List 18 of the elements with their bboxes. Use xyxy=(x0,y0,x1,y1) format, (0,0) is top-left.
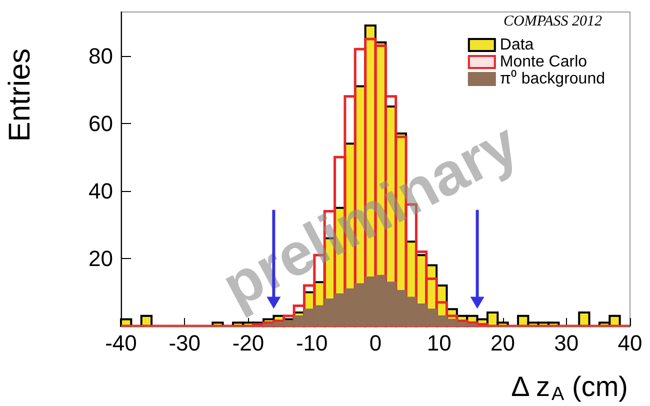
legend-label: π⁰ background xyxy=(500,70,606,88)
x-tick-label: 30 xyxy=(554,330,579,356)
x-tick-label: -10 xyxy=(296,330,328,356)
x-tick-label: 40 xyxy=(618,330,642,356)
x-tick-label: 10 xyxy=(426,330,452,356)
y-axis-title: Entries xyxy=(4,48,36,142)
y-tick-label: 20 xyxy=(88,246,113,271)
x-tick-label: -40 xyxy=(105,330,137,356)
y-tick-label: 80 xyxy=(88,43,113,68)
annotation: COMPASS 2012 xyxy=(504,14,602,30)
x-tick-label: 0 xyxy=(369,330,382,356)
legend-label: Monte Carlo xyxy=(500,54,588,70)
y-tick-label: 40 xyxy=(88,178,113,204)
x-tick-label: -30 xyxy=(168,330,201,356)
x-tick-label: 20 xyxy=(490,330,515,356)
x-tick-label: -20 xyxy=(232,330,264,356)
legend-label: Data xyxy=(500,36,534,54)
y-tick-label: 60 xyxy=(88,110,113,136)
